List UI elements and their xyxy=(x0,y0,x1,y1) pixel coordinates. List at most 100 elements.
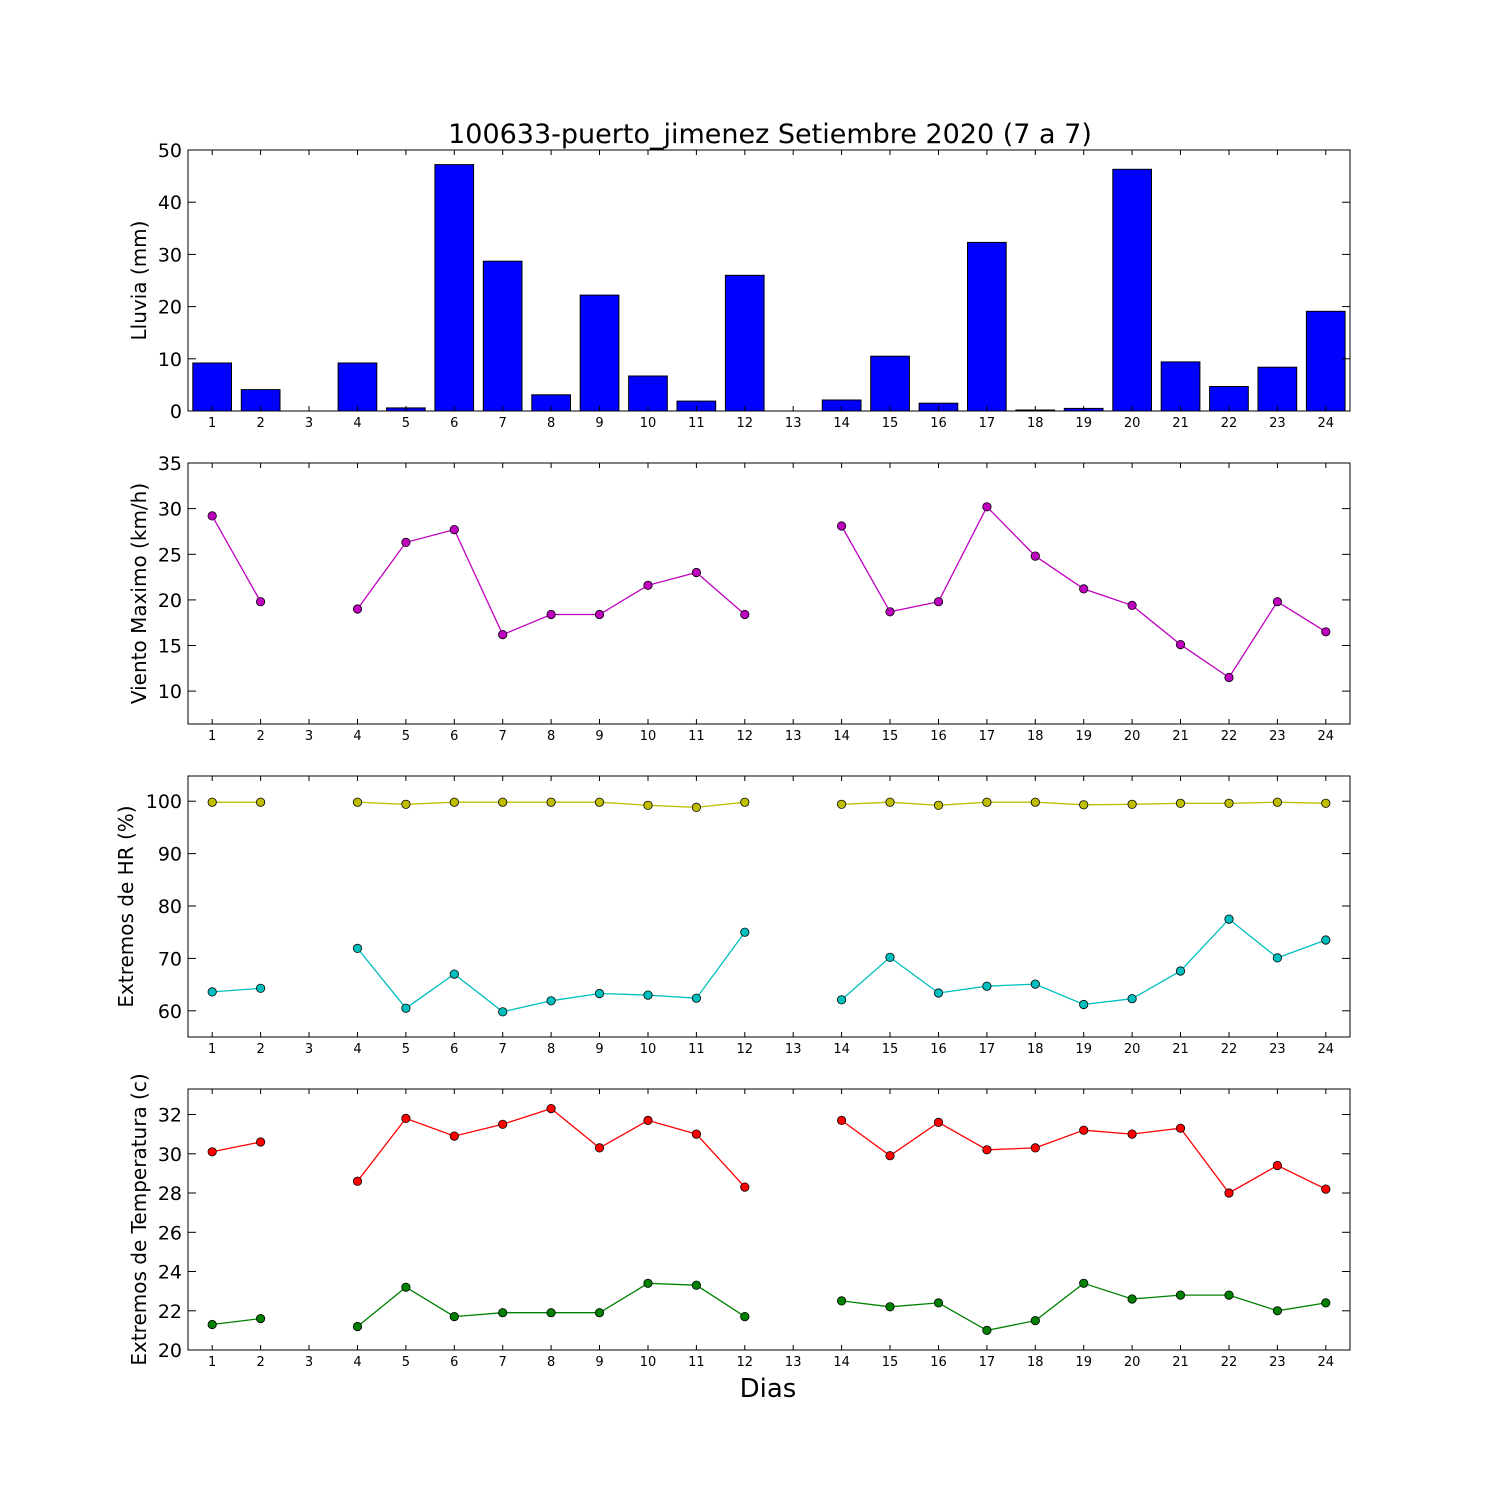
y-tick-label: 50 xyxy=(158,140,182,162)
series-2-point-day-9 xyxy=(594,988,605,999)
series-1-point-day-12 xyxy=(740,609,750,620)
series-1-point-day-10 xyxy=(643,580,653,590)
series-2-point-day-10 xyxy=(643,1278,653,1288)
x-tick-label: 8 xyxy=(547,1042,555,1057)
series-2-point-day-17 xyxy=(982,1325,992,1336)
x-tick-label: 23 xyxy=(1269,416,1286,431)
y-tick-label: 30 xyxy=(158,244,182,266)
series-1-line-segment-1 xyxy=(211,515,262,603)
series-1-point-day-8 xyxy=(546,609,556,620)
series-1-point-day-8 xyxy=(546,1104,556,1114)
series-1-line-segment-1 xyxy=(212,1141,261,1153)
series-2-point-day-14 xyxy=(836,995,847,1005)
series-2-point-day-1 xyxy=(207,1319,217,1330)
bar-day-15 xyxy=(870,355,910,412)
y-tick-label: 28 xyxy=(158,1183,182,1205)
panel-3: 1 2 3 4 5 6 7 8 9 10 11 12 13 14 15 16 17 18 19 20 21 22 23 246… xyxy=(114,775,1351,1057)
x-tick-label: 9 xyxy=(595,1042,603,1057)
x-tick-label: 21 xyxy=(1172,729,1189,744)
x-tick-label: 4 xyxy=(353,416,361,431)
series-1-point-day-5 xyxy=(401,537,411,548)
x-tick-label: 8 xyxy=(547,1355,555,1370)
series-1-point-day-23 xyxy=(1272,1160,1283,1171)
panel-frame xyxy=(187,149,1351,412)
x-tick-label: 3 xyxy=(305,1042,313,1057)
x-tick-label: 7 xyxy=(499,1042,507,1057)
x-tick-label: 1 xyxy=(208,1042,216,1057)
series-1-point-day-9 xyxy=(594,609,605,620)
x-axis-label: Dias xyxy=(740,1374,797,1404)
bar-day-21 xyxy=(1160,361,1201,412)
x-tick-label: 12 xyxy=(737,729,754,744)
series-1-point-day-22 xyxy=(1224,798,1234,808)
x-tick-label: 19 xyxy=(1075,729,1092,744)
x-tick-label: 5 xyxy=(402,729,410,744)
x-tick-label: 23 xyxy=(1269,729,1286,744)
x-tick-label: 16 xyxy=(930,729,947,744)
series-1-point-day-6 xyxy=(449,1131,459,1141)
y-tick-label: 20 xyxy=(158,1340,182,1362)
y-tick-label: 15 xyxy=(158,636,182,658)
x-tick-label: 6 xyxy=(450,1042,458,1057)
x-tick-label: 13 xyxy=(785,1042,802,1057)
y-tick-label: 30 xyxy=(158,499,182,521)
y-tick-label: 10 xyxy=(158,681,182,703)
series-1-point-day-12 xyxy=(740,797,750,807)
panel-1: 1 2 3 4 5 6 7 8 9 10 11 12 13 14 15 16 17 18 19 20 21 22 23 240… xyxy=(127,140,1351,431)
x-tick-label: 16 xyxy=(930,1042,947,1057)
x-tick-label: 10 xyxy=(640,416,657,431)
series-1-point-day-17 xyxy=(982,1145,992,1155)
series-1-point-day-5 xyxy=(401,1113,411,1124)
series-1-point-day-21 xyxy=(1175,798,1186,808)
y-tick-label: 30 xyxy=(158,1144,182,1166)
y-tick-label: 60 xyxy=(158,1001,182,1023)
series-1-point-day-22 xyxy=(1224,672,1234,683)
series-1-point-day-4 xyxy=(352,604,363,614)
x-tick-label: 24 xyxy=(1318,729,1335,744)
bar-day-17 xyxy=(967,241,1007,412)
x-tick-label: 5 xyxy=(402,416,410,431)
series-1-point-day-24 xyxy=(1321,1184,1331,1194)
series-1-point-day-19 xyxy=(1079,1125,1089,1135)
x-tick-label: 2 xyxy=(256,416,264,431)
bar-day-1 xyxy=(192,362,233,412)
series-1-point-day-1 xyxy=(207,797,217,807)
x-tick-label: 13 xyxy=(785,1355,802,1370)
series-2-point-day-18 xyxy=(1030,979,1040,989)
series-2-point-day-15 xyxy=(885,1302,895,1312)
y-tick-label: 25 xyxy=(158,544,182,566)
x-tick-label: 18 xyxy=(1027,1355,1044,1370)
series-2-point-day-12 xyxy=(740,927,750,937)
series-2-point-day-11 xyxy=(691,1280,702,1290)
series-1-point-day-1 xyxy=(207,1147,217,1157)
x-tick-label: 13 xyxy=(785,416,802,431)
series-2-point-day-8 xyxy=(546,996,556,1006)
x-tick-label: 22 xyxy=(1221,1042,1238,1057)
panel-frame xyxy=(187,462,1351,725)
series-1-point-day-23 xyxy=(1272,797,1283,807)
x-tick-label: 11 xyxy=(688,1355,705,1370)
series-1-point-day-10 xyxy=(643,800,653,810)
x-tick-label: 22 xyxy=(1221,416,1238,431)
x-tick-label: 12 xyxy=(737,1355,754,1370)
series-1-point-day-7 xyxy=(498,1119,508,1129)
bar-day-20 xyxy=(1112,168,1153,412)
panel-frame xyxy=(187,1088,1351,1351)
x-tick-label: 1 xyxy=(208,1355,216,1370)
series-1-point-day-22 xyxy=(1224,1188,1234,1198)
series-2-point-day-22 xyxy=(1224,914,1234,924)
y-tick-label: 35 xyxy=(158,453,182,475)
x-tick-label: 6 xyxy=(450,1355,458,1370)
x-tick-label: 19 xyxy=(1075,416,1092,431)
series-1-point-day-15 xyxy=(885,797,895,807)
y-axis-label: Extremos de HR (%) xyxy=(114,805,138,1007)
x-tick-label: 15 xyxy=(882,1042,899,1057)
y-tick-label: 26 xyxy=(158,1222,182,1244)
x-tick-label: 16 xyxy=(930,1355,947,1370)
x-tick-label: 9 xyxy=(595,1355,603,1370)
y-tick-label: 24 xyxy=(158,1262,182,1284)
x-tick-label: 10 xyxy=(640,1042,657,1057)
x-tick-label: 2 xyxy=(256,729,264,744)
series-2-point-day-15 xyxy=(885,952,895,962)
x-tick-label: 2 xyxy=(256,1355,264,1370)
